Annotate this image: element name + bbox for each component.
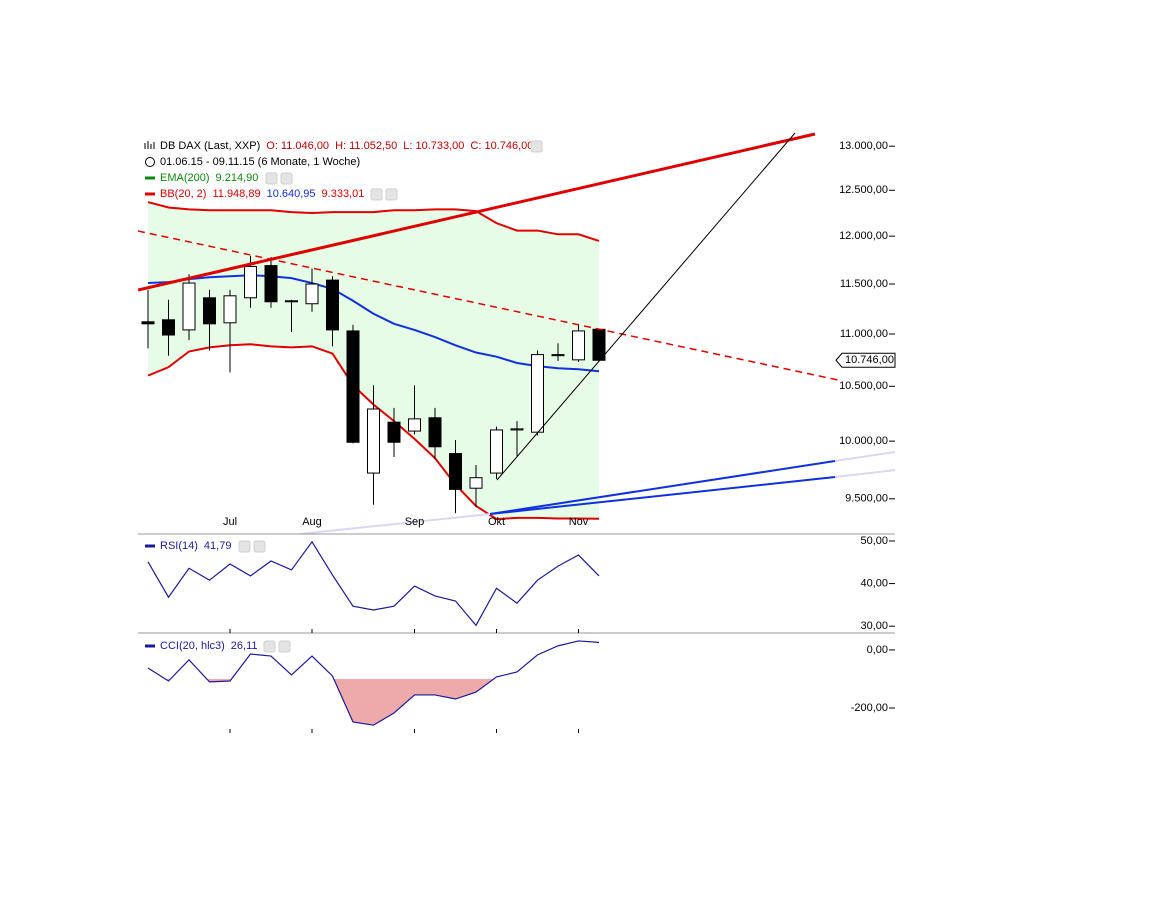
cci-label: CCI(20, hlc3) [160, 640, 225, 652]
candle-body [449, 453, 462, 490]
legend: DB DAX (Last, XXP) O: 11.046,00 H: 11.052,… [144, 140, 543, 653]
y-tick-label: -200,00 [851, 702, 888, 714]
x-tick-label: Jul [223, 516, 237, 528]
y-tick-label: 40,00 [860, 577, 888, 589]
trendline [496, 132, 796, 481]
y-tick-label: 10.500,00 [839, 380, 888, 392]
ema-label: EMA(200) [160, 172, 210, 184]
candle-body [408, 418, 421, 432]
band-line [147, 201, 600, 242]
close-icon[interactable] [278, 640, 291, 653]
x-tick-label: Aug [302, 516, 322, 528]
candle-body [428, 417, 442, 448]
trendline [138, 132, 816, 292]
date-range: 01.06.15 - 09.11.15 (6 Monate, 1 Woche) [160, 156, 360, 168]
trendline [489, 460, 836, 515]
candle-body [387, 421, 401, 443]
close-icon[interactable] [253, 540, 266, 553]
candle-body [510, 428, 524, 431]
rsi-label: RSI(14) [160, 540, 198, 552]
candle-body [285, 300, 298, 303]
settings-icon[interactable] [263, 640, 276, 653]
y-tick-label: 30,00 [860, 620, 888, 632]
trendline [489, 476, 836, 515]
bb-label: BB(20, 2) [160, 188, 206, 200]
candle-body [162, 319, 175, 336]
band-fill-layer [148, 202, 599, 520]
candle-body [367, 408, 380, 474]
oversold-fill [165, 678, 494, 726]
y-tick-label: 50,00 [860, 535, 888, 547]
legend-row: BB(20, 2) 11.948,89 10.640,95 9.333,01 [160, 188, 364, 200]
main-panel [141, 201, 606, 521]
trendline [834, 451, 895, 462]
x-tick-label: Nov [569, 516, 589, 528]
y-tick-label: 11.500,00 [840, 278, 888, 290]
y-tick-label: 12.500,00 [839, 184, 888, 196]
candle-body [203, 297, 216, 325]
y-tick-label: 11.000,00 [840, 328, 888, 340]
trendline [834, 469, 895, 478]
candle-body [346, 330, 360, 443]
candle-body [223, 295, 237, 324]
candle-body [572, 330, 585, 361]
candle-body [490, 429, 503, 474]
last-price-box [835, 352, 896, 368]
band-line [147, 274, 600, 373]
bb-value: 11.948,89 [212, 188, 260, 200]
instrument: DB DAX (Last, XXP) [160, 140, 260, 152]
ohlc: H: 11.052,50 [335, 140, 397, 152]
bb-value: 9.333,01 [322, 188, 365, 200]
band-fill [148, 202, 599, 520]
trendline [299, 513, 491, 534]
ohlc: C: 10.746,00 [470, 140, 533, 152]
indicator-line [147, 540, 600, 627]
chart-icon [144, 141, 155, 149]
settings-icon[interactable] [530, 140, 543, 153]
candle-body [469, 477, 483, 489]
close-icon[interactable] [385, 188, 398, 201]
legend-row: DB DAX (Last, XXP) O: 11.046,00 H: 11.052,… [160, 140, 533, 152]
x-tick-label: Okt [488, 516, 505, 528]
legend-row: CCI(20, hlc3) 26,11 [160, 640, 258, 652]
indicator-line [147, 640, 600, 726]
clock-icon [145, 157, 155, 167]
ohlc: L: 10.733,00 [403, 140, 464, 152]
candle-body [551, 354, 565, 357]
candle-body [531, 354, 544, 433]
settings-icon[interactable] [265, 172, 278, 185]
candle-body [264, 265, 278, 303]
y-tick-label: 0,00 [867, 644, 888, 656]
candle-body [182, 282, 196, 331]
legend-row: EMA(200) 9.214,90 [160, 172, 258, 184]
y-tick-label: 9.500,00 [845, 493, 888, 505]
candle-body [305, 283, 319, 305]
ohlc: O: 11.046,00 [266, 140, 329, 152]
settings-icon[interactable] [370, 188, 383, 201]
settings-icon[interactable] [238, 540, 251, 553]
candle-body [141, 321, 155, 325]
x-tick-label: Sep [405, 516, 425, 528]
last-price-label: 10.746,00 [845, 354, 894, 366]
y-tick-label: 10.000,00 [839, 435, 888, 447]
bb-value: 10.640,95 [267, 188, 316, 200]
close-icon[interactable] [280, 172, 293, 185]
legend-row: RSI(14) 41,79 [160, 540, 231, 552]
rsi-value: 41,79 [204, 540, 232, 552]
y-tick-label: 12.000,00 [839, 230, 888, 242]
candle-body [244, 266, 257, 299]
cci-value: 26,11 [231, 640, 258, 652]
y-tick-label: 13.000,00 [839, 140, 888, 152]
candle-body [326, 279, 339, 331]
ema-value: 9.214,90 [216, 172, 259, 184]
drawings [138, 132, 895, 534]
